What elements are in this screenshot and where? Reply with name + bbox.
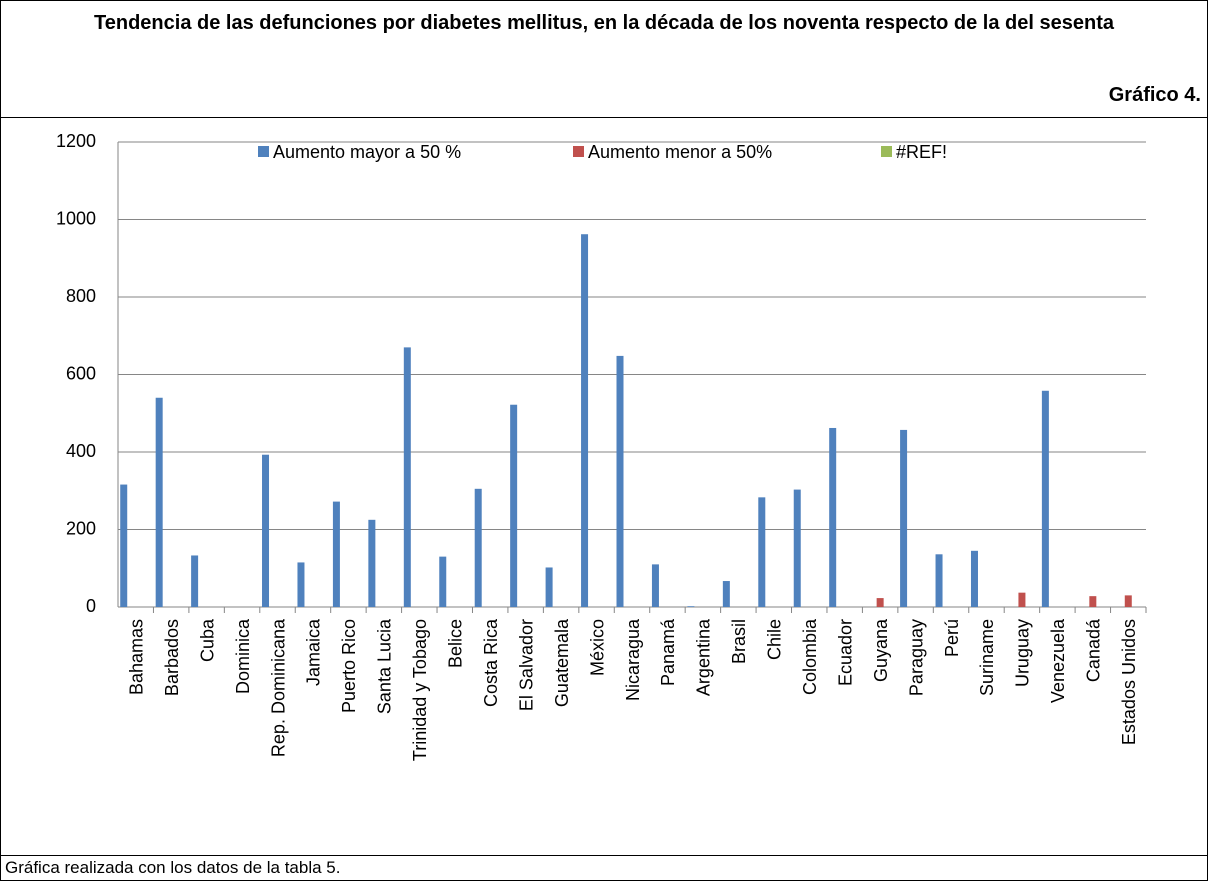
bar <box>474 488 482 607</box>
x-tick-label: México <box>587 619 607 676</box>
x-tick-label: Canadá <box>1084 618 1104 682</box>
x-tick-label: Santa Lucia <box>375 618 395 714</box>
x-tick-label: Belice <box>446 619 466 668</box>
x-tick-label: Guatemala <box>552 618 572 707</box>
x-tick-label: Trinidad y Tobago <box>410 619 430 761</box>
x-tick-label: Brasil <box>729 619 749 664</box>
x-tick-label: Rep. Dominicana <box>268 618 288 757</box>
x-tick-label: Costa Rica <box>481 618 501 707</box>
x-tick-label: Barbados <box>162 619 182 696</box>
y-tick-label: 1000 <box>56 208 96 228</box>
legend-swatch <box>881 146 892 157</box>
bar <box>758 497 766 607</box>
bar <box>651 564 659 607</box>
bar <box>722 581 730 607</box>
bar <box>687 606 695 607</box>
x-tick-label: Suriname <box>977 619 997 696</box>
bar <box>876 598 884 607</box>
x-tick-label: Argentina <box>694 618 714 696</box>
legend-swatch <box>573 146 584 157</box>
x-tick-label: Ecuador <box>835 619 855 686</box>
bar <box>1018 592 1026 607</box>
title: Tendencia de las defunciones por diabete… <box>94 12 1114 34</box>
x-tick-label: Jamaica <box>304 618 324 686</box>
legend-swatch <box>258 146 269 157</box>
y-tick-label: 800 <box>66 286 96 306</box>
y-tick-label: 0 <box>86 596 96 616</box>
x-tick-label: Dominica <box>233 618 253 694</box>
y-tick-label: 1200 <box>56 131 96 151</box>
bar <box>368 519 376 607</box>
x-tick-label: Paraguay <box>906 619 926 696</box>
bar <box>1089 596 1097 607</box>
legend-label: Aumento mayor a 50 % <box>273 142 461 162</box>
x-tick-label: Bahamas <box>126 619 146 695</box>
bar <box>120 484 128 607</box>
bar <box>191 555 199 607</box>
y-tick-label: 400 <box>66 441 96 461</box>
bar <box>439 556 447 607</box>
chart: 0 200 400 600 800 1000 1200 Bahamas Barbados Cuba… <box>56 131 1147 761</box>
bar <box>297 562 305 607</box>
x-tick-label: Estados Unidos <box>1119 619 1139 745</box>
divider <box>1 117 1207 118</box>
legend-label: #REF! <box>896 142 947 162</box>
x-tick-label: Panamá <box>658 618 678 686</box>
legend-label: Aumento menor a 50% <box>588 142 772 162</box>
bar <box>900 429 908 607</box>
divider <box>1 855 1207 856</box>
x-tick-label: Perú <box>942 619 962 657</box>
footer-note: Gráfica realizada con los datos de la ta… <box>5 858 341 877</box>
bar <box>935 554 943 607</box>
x-tick-label: Venezuela <box>1048 618 1068 703</box>
x-tick-label: Nicaragua <box>623 618 643 701</box>
bar <box>1041 390 1049 607</box>
bar <box>262 454 270 607</box>
x-tick-label: Colombia <box>800 618 820 695</box>
x-tick-label: Puerto Rico <box>339 619 359 713</box>
bar <box>332 501 340 607</box>
bar <box>1124 595 1132 607</box>
bar <box>545 567 553 607</box>
bar <box>581 234 589 607</box>
x-tick-label: Guyana <box>871 618 891 682</box>
y-tick-label: 200 <box>66 518 96 538</box>
x-tick-label: Uruguay <box>1013 619 1033 687</box>
bar <box>403 347 411 607</box>
bar <box>793 489 801 607</box>
x-tick-label: El Salvador <box>516 619 536 711</box>
bar <box>616 355 624 607</box>
figure-label: Gráfico 4. <box>1108 84 1201 106</box>
x-tick-label: Cuba <box>197 618 217 662</box>
bar <box>829 427 837 607</box>
y-tick-label: 600 <box>66 363 96 383</box>
x-tick-label: Chile <box>765 619 785 660</box>
bar <box>970 550 978 607</box>
bar <box>155 397 163 607</box>
bar <box>510 404 518 607</box>
